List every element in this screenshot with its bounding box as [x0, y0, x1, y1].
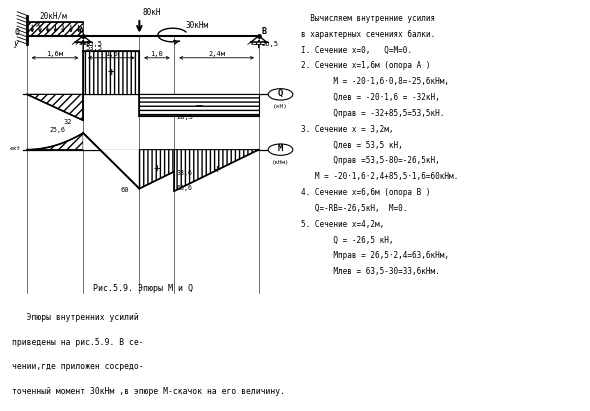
Text: 0: 0: [15, 28, 19, 37]
Polygon shape: [175, 150, 259, 191]
Text: Млев = 63,5-30=33,6кНм.: Млев = 63,5-30=33,6кНм.: [301, 267, 440, 276]
Text: чении,где приложен сосредо-: чении,где приложен сосредо-: [12, 362, 143, 371]
Text: 63,6: 63,6: [176, 185, 192, 191]
Text: 1,6м: 1,6м: [47, 51, 64, 57]
Text: Qправ = -32+85,5=53,5кН.: Qправ = -32+85,5=53,5кН.: [301, 109, 444, 118]
Text: 5. Сечение x=4,2м,: 5. Сечение x=4,2м,: [301, 219, 384, 229]
Text: +: +: [153, 163, 160, 173]
Circle shape: [268, 89, 293, 100]
Text: 26,5: 26,5: [176, 115, 194, 120]
Polygon shape: [139, 150, 175, 189]
Text: точенный момент 30кНм ,в эпюре М-скачок на его величину.: точенный момент 30кНм ,в эпюре М-скачок …: [12, 387, 285, 395]
Polygon shape: [101, 150, 139, 189]
Text: А: А: [79, 27, 84, 36]
Text: +: +: [213, 164, 220, 175]
Text: 53,5: 53,5: [86, 45, 102, 51]
Polygon shape: [27, 95, 83, 120]
Text: 4. Сечение x=6,6м (опора В ): 4. Сечение x=6,6м (опора В ): [301, 188, 430, 197]
Polygon shape: [27, 133, 83, 150]
Text: В: В: [261, 27, 266, 36]
Text: 2,4м: 2,4м: [208, 51, 225, 57]
Text: Рис.5.9. Эпюры М и Q: Рис.5.9. Эпюры М и Q: [93, 284, 193, 293]
Text: y: y: [13, 39, 18, 48]
Text: в характерных сечениях балки.: в характерных сечениях балки.: [301, 30, 435, 39]
Text: 60: 60: [120, 187, 129, 193]
Text: 30кНм: 30кНм: [185, 21, 208, 30]
Text: Q = -26,5 кН,: Q = -26,5 кН,: [301, 236, 394, 245]
Text: Qлев = 53,5 кН,: Qлев = 53,5 кН,: [301, 141, 402, 150]
Text: Вычисляем внутренние усилия: Вычисляем внутренние усилия: [301, 14, 435, 23]
Text: 3. Сечение x = 3,2м,: 3. Сечение x = 3,2м,: [301, 125, 394, 134]
Text: 26,5: 26,5: [261, 41, 278, 46]
Text: 1,6: 1,6: [105, 51, 117, 57]
Polygon shape: [83, 51, 139, 95]
Text: 80кН: 80кН: [142, 8, 160, 17]
Circle shape: [268, 144, 293, 155]
Circle shape: [261, 42, 266, 44]
Text: 25,6: 25,6: [50, 127, 66, 133]
Text: 1,0: 1,0: [150, 51, 163, 57]
Text: Q=-RВ=-26,5кН,  M=0.: Q=-RВ=-26,5кН, M=0.: [301, 204, 407, 213]
Text: M = -20·1,6·0,8=-25,6кНм,: M = -20·1,6·0,8=-25,6кНм,: [301, 77, 449, 86]
Text: M = -20·1,6·2,4+85,5·1,6=60кНм.: M = -20·1,6·2,4+85,5·1,6=60кНм.: [301, 172, 458, 181]
Text: ext: ext: [9, 146, 21, 151]
Circle shape: [252, 42, 257, 44]
Text: x: x: [36, 20, 41, 29]
Text: (кН): (кН): [273, 104, 288, 109]
Text: –: –: [196, 100, 202, 110]
Text: 33,6: 33,6: [176, 170, 192, 176]
Text: 32: 32: [64, 119, 73, 125]
Circle shape: [256, 42, 261, 44]
Text: М: М: [278, 145, 283, 153]
Text: Qправ =53,5-80=-26,5кН,: Qправ =53,5-80=-26,5кН,: [301, 157, 440, 165]
Text: (кНм): (кНм): [272, 160, 289, 165]
Text: Q: Q: [278, 89, 283, 98]
Text: +: +: [107, 66, 115, 79]
Text: 2. Сечение x=1,6м (опора А ): 2. Сечение x=1,6м (опора А ): [301, 62, 430, 70]
Text: Мправ = 26,5·2,4=63,6кНм,: Мправ = 26,5·2,4=63,6кНм,: [301, 251, 449, 260]
Text: Qлев = -20·1,6 = -32кН,: Qлев = -20·1,6 = -32кН,: [301, 93, 440, 102]
Text: 85,5: 85,5: [86, 42, 102, 47]
Polygon shape: [83, 133, 99, 150]
Text: I. Сечение x=0,   Q=M=0.: I. Сечение x=0, Q=M=0.: [301, 46, 412, 55]
Text: приведены на рис.5.9. В се-: приведены на рис.5.9. В се-: [12, 338, 143, 347]
Text: Эпюры внутренних усилий: Эпюры внутренних усилий: [12, 313, 139, 322]
Polygon shape: [139, 95, 259, 116]
Text: 20кН/м: 20кН/м: [40, 11, 67, 20]
